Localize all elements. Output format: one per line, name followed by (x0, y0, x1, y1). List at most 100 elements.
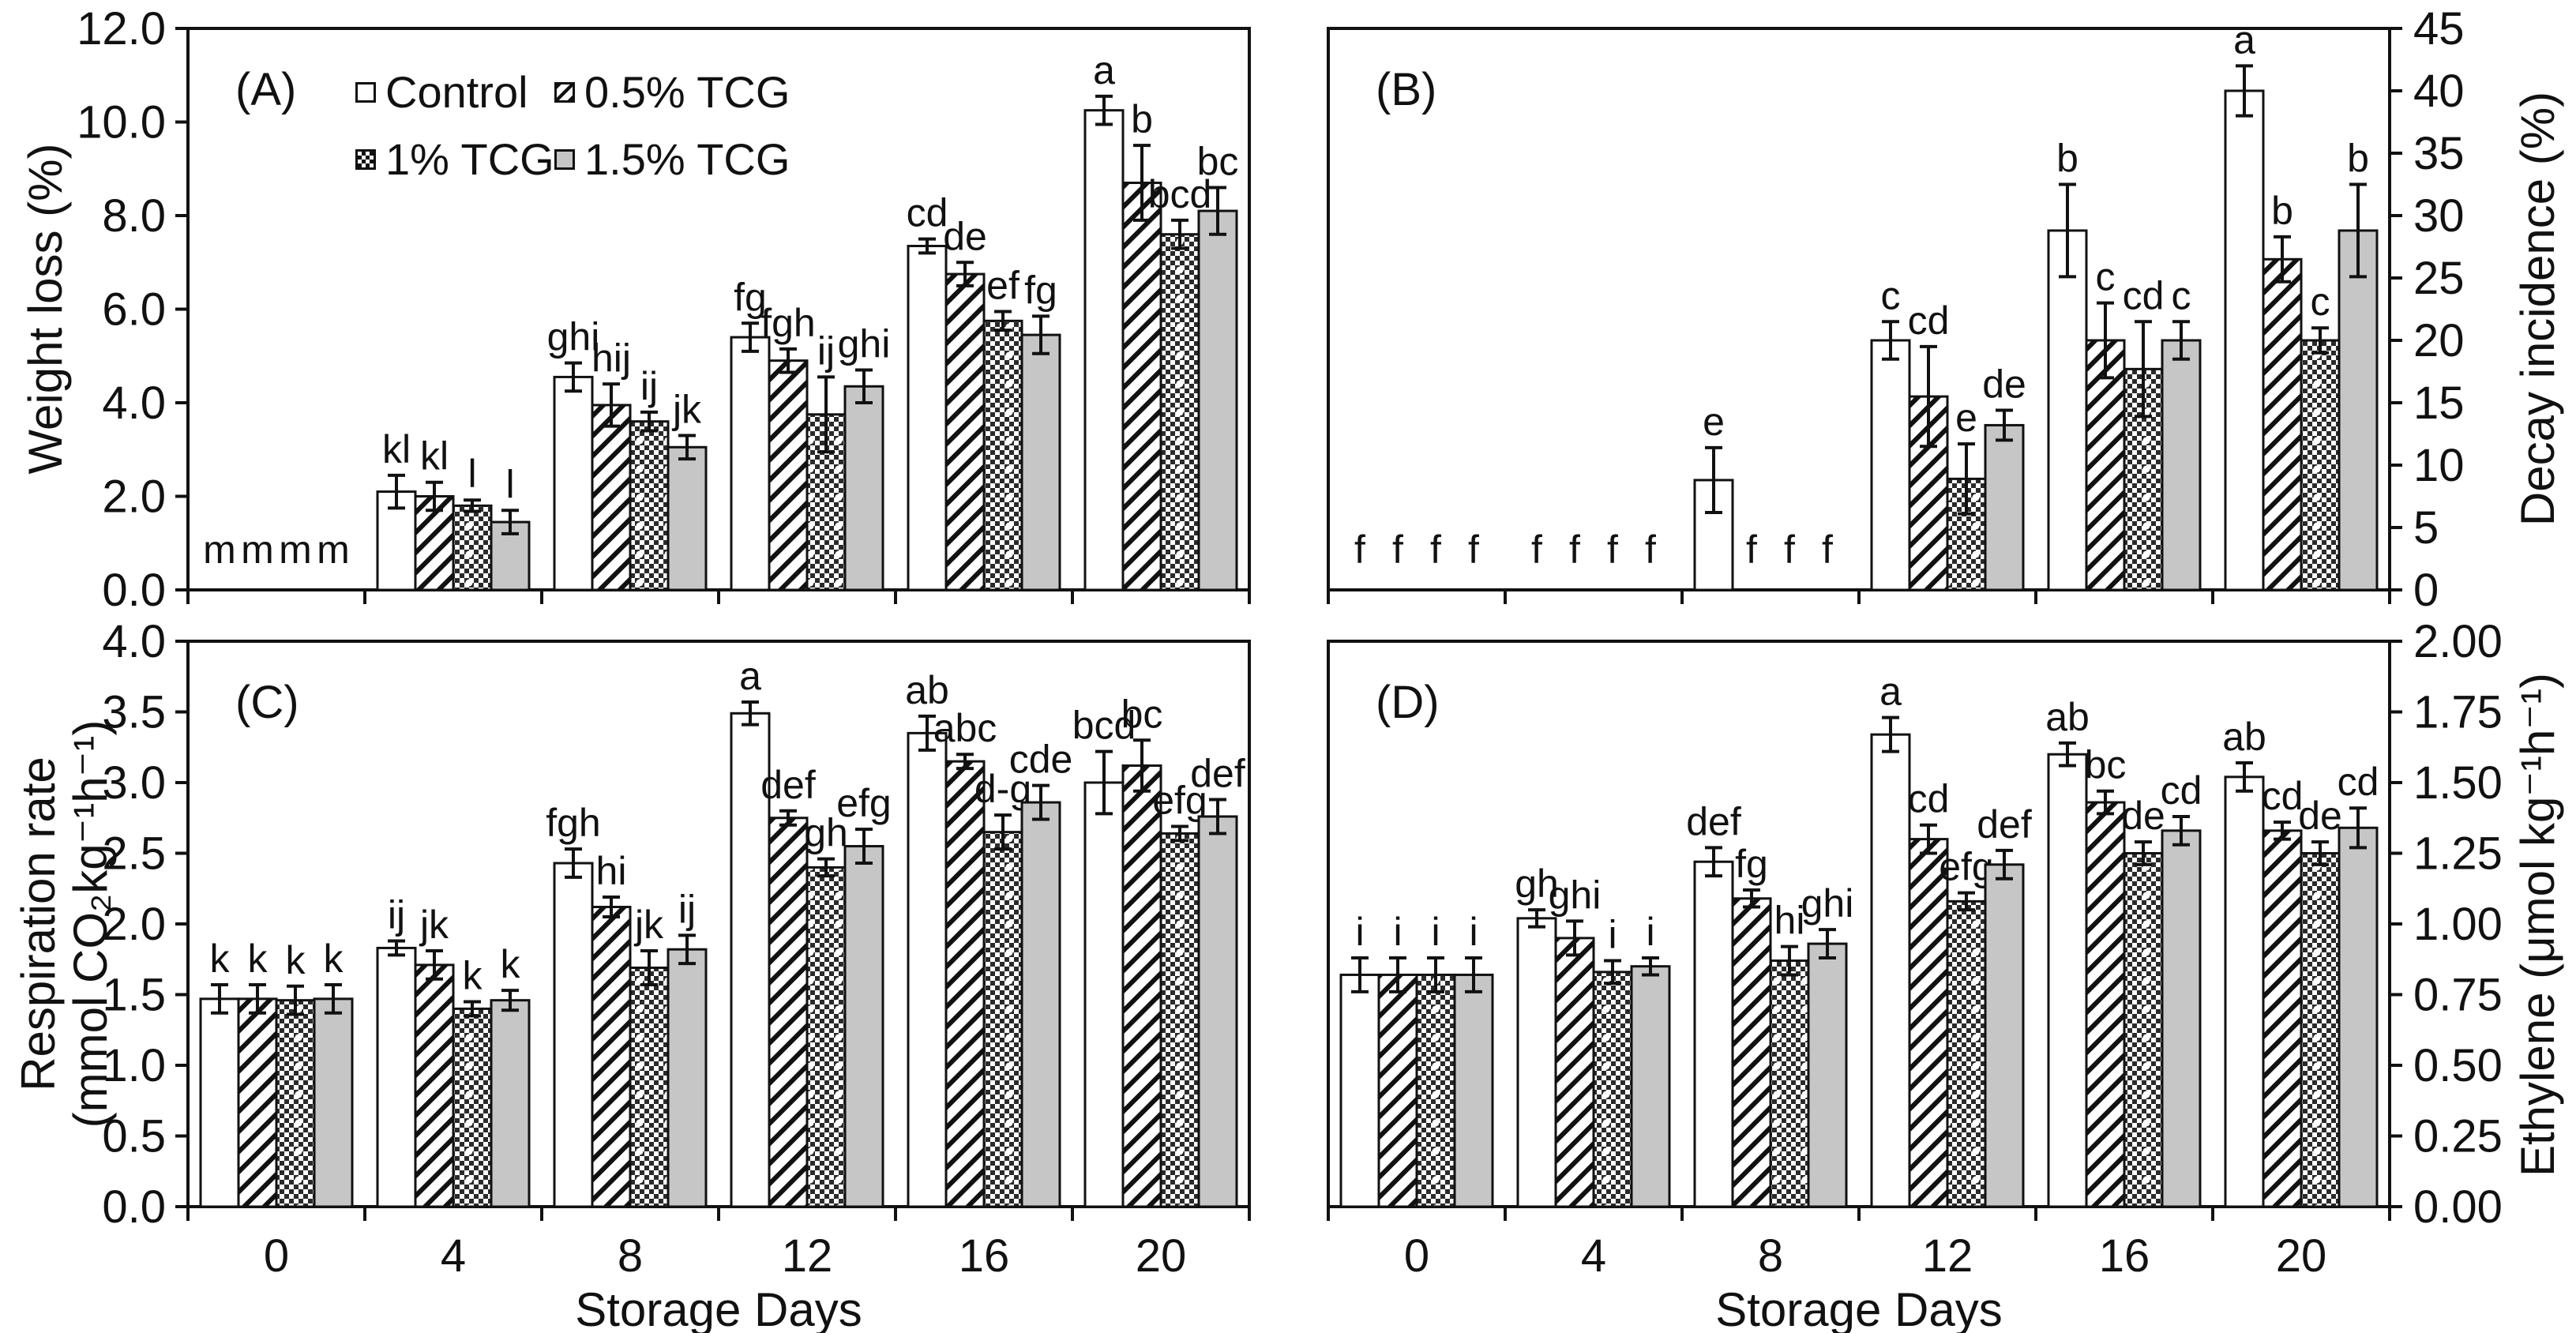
y-tick-label: 2.00 (2413, 616, 2503, 667)
bar (982, 831, 1023, 1208)
significance-letter: ghi (1801, 881, 1854, 926)
significance-letter: f (1569, 528, 1580, 572)
significance-letter: ghi (547, 315, 600, 359)
significance-letter: b (2056, 137, 2078, 181)
significance-letter: jk (671, 387, 702, 431)
legend-item-control: Control (355, 66, 554, 118)
y-tick-label: 1.5 (102, 970, 166, 1021)
significance-letter: fg (1735, 842, 1768, 886)
bar (1554, 937, 1595, 1208)
y-axis-title-weight-loss: Weight loss (%) (19, 143, 72, 475)
bar (199, 997, 240, 1208)
y-tick-label: 0.75 (2413, 970, 2503, 1021)
significance-letter: i (1469, 910, 1478, 954)
significance-letter: fg (1024, 268, 1057, 312)
significance-letter: f (1784, 528, 1795, 572)
bar (1870, 339, 1911, 591)
y-tick-label: 45 (2413, 3, 2465, 54)
panel-label-a: (A) (235, 64, 297, 115)
significance-letter: cd (2262, 774, 2304, 818)
x-tick-label: 4 (1581, 1230, 1606, 1282)
y-tick-label: 5 (2413, 502, 2439, 554)
y-tick-label: 2.0 (102, 471, 166, 523)
bar (2262, 257, 2303, 591)
bar (2224, 775, 2265, 1208)
significance-letter: l (505, 462, 514, 506)
bar (730, 712, 771, 1208)
panel-d: 0.00 0.25 0.50 0.75 1.00 1.25 1.50 1.75 2.00 0 4 8 1… (1327, 616, 2503, 1282)
bar (1592, 971, 1633, 1208)
y-axis-title-respiration-rate: Respiration rate (mmol CO₂kg⁻¹h⁻¹) (12, 719, 117, 1128)
bar (490, 999, 531, 1208)
bar (1121, 764, 1162, 1208)
bar (1946, 899, 1987, 1208)
significance-letter: hi (1774, 899, 1805, 943)
significance-letter: a (2233, 17, 2255, 62)
significance-letter: ij (388, 892, 405, 937)
significance-letter: m (317, 528, 350, 572)
y-tick-label: 0.5 (102, 1111, 166, 1162)
y-tick-label: 8.0 (102, 190, 166, 242)
y-tick-label: 0 (2413, 565, 2439, 616)
significance-letter: f (1392, 528, 1403, 572)
y-axis-title-ethylene: Ethylene (μmol kg⁻¹h⁻¹) (2511, 672, 2564, 1177)
significance-letter: cd (1908, 777, 1950, 821)
x-tick-label: 16 (2099, 1230, 2150, 1282)
significance-letter: gh (804, 811, 848, 855)
bar (1121, 182, 1162, 591)
x-tick-label: 0 (264, 1230, 289, 1282)
x-tick-label: 20 (1136, 1230, 1187, 1282)
y-tick-label: 35 (2413, 128, 2465, 179)
bar (1693, 860, 1734, 1208)
panel-c: 0.00.51.01.52.02.53.03.54.00 4 8 12 16 20kijf… (102, 616, 1251, 1282)
significance-letter: f (1430, 528, 1441, 572)
y-tick-label: 4.0 (102, 377, 166, 429)
significance-letter: ij (678, 887, 696, 931)
significance-letter: abc (933, 706, 997, 750)
y-tick-label: 1.00 (2413, 899, 2503, 950)
panel-label-d: (D) (1376, 677, 1440, 728)
significance-letter: cd (907, 191, 948, 235)
y-tick-label: 0.0 (102, 565, 166, 616)
bar (1159, 233, 1200, 591)
significance-letter: ij (817, 329, 835, 373)
bar (2300, 339, 2341, 591)
bar (2338, 826, 2379, 1208)
y-tick-label: 12.0 (77, 3, 166, 54)
significance-letter: cd (1908, 299, 1950, 343)
significance-letter: f (1645, 528, 1656, 572)
bar (667, 445, 708, 591)
y-tick-label: 0.25 (2413, 1111, 2503, 1162)
y-axis-title-decay-incidence: Decay incidence (%) (2511, 91, 2564, 527)
y-tick-label: 0.50 (2413, 1040, 2503, 1091)
bar (275, 999, 316, 1208)
significance-letter: bc (2085, 743, 2127, 787)
legend-label-control: Control (385, 67, 528, 117)
bar (1870, 733, 1911, 1208)
x-tick-label: 8 (618, 1230, 643, 1282)
bar (1453, 973, 1494, 1208)
significance-letter: e (1703, 400, 1725, 444)
legend-label-15-tcg: 1.5% TCG (584, 134, 790, 184)
significance-letter: c (1881, 273, 1901, 317)
significance-letter: k (463, 953, 483, 997)
y-tick-label: 4.0 (102, 616, 166, 667)
y-tick-label: 0.0 (102, 1181, 166, 1233)
y-tick-label: 3.5 (102, 687, 166, 738)
y-tick-label: 30 (2413, 190, 2465, 242)
legend-item-15-tcg: 1.5% TCG (554, 133, 790, 185)
bar (1984, 423, 2025, 591)
bar (553, 862, 594, 1208)
significance-letter: k (210, 937, 231, 981)
bar (1083, 109, 1125, 591)
significance-letter: fgh (760, 301, 816, 345)
significance-letter: jk (419, 903, 449, 947)
significance-letter: c (2096, 255, 2116, 299)
bar (1415, 973, 1456, 1208)
bar (1630, 965, 1671, 1208)
y-tick-label: 10.0 (77, 97, 166, 148)
bar (2161, 339, 2202, 591)
significance-letter: f (1468, 528, 1479, 572)
bar (1159, 832, 1200, 1208)
